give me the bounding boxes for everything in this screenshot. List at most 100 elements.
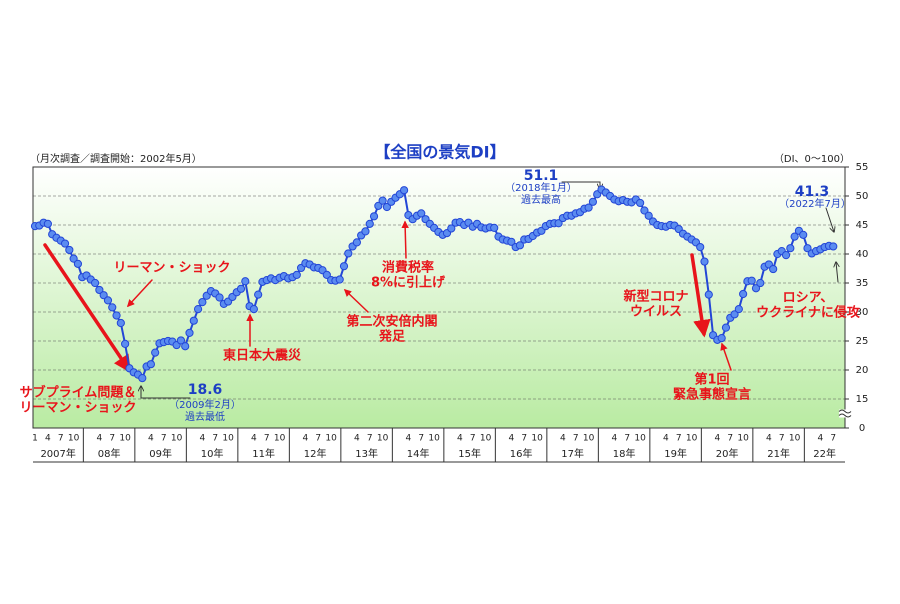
data-point [95,285,104,295]
data-point [69,254,78,263]
data-point [751,284,761,293]
annotation: ウイルス [630,305,682,320]
annotation: （2018年1月） [505,181,577,194]
x-tick-label: 10 [789,434,801,444]
arrow [43,243,131,373]
x-tick-label: 4 [457,434,463,444]
year-label: 11年 [252,447,275,460]
data-point [90,278,100,288]
x-tick-label: 7 [830,434,836,444]
annotation: 過去最低 [185,410,225,423]
data-point [181,342,190,351]
x-tick-label: 4 [354,434,360,444]
x-tick-label: 7 [58,434,64,444]
annotation: ウクライナに侵攻 [756,305,861,321]
x-tick-label: 4 [200,434,206,444]
data-point [799,230,808,239]
data-point [747,276,756,285]
x-tick-label: 4 [97,434,103,444]
year-label: 19年 [664,447,687,460]
data-point [112,311,121,320]
data-point [185,328,194,337]
x-tick-label: 10 [377,434,389,444]
chart-title: 【全国の景気DI】 [374,143,505,162]
data-point [756,278,765,288]
series [30,185,838,383]
annotation: 過去最高 [521,193,561,206]
x-tick-label: 10 [428,434,440,444]
data-point [734,305,743,314]
annotation: 8%に引上げ [371,275,446,291]
x-tick-label: 4 [818,434,824,444]
x-tick-label: 4 [612,434,618,444]
annotation: 発足 [378,329,406,345]
data-point [829,242,838,251]
y-tick-label: 35 [856,278,869,289]
data-point [739,289,748,299]
data-point [138,374,147,383]
data-point [730,310,739,319]
data-point [193,305,203,314]
x-tick-label: 4 [509,434,515,444]
y-tick-label: 55 [856,162,869,173]
year-label: 12年 [304,447,327,460]
data-point [781,251,791,260]
data-point [696,242,705,252]
year-label: 15年 [458,447,481,460]
data-point [790,232,799,241]
value-label: 51.1 [524,168,559,184]
x-tick-label: 7 [264,434,270,444]
y-tick-label: 40 [856,249,869,260]
plot-border [32,166,846,429]
data-point [721,323,731,332]
y-tick-label: 0 [859,423,865,434]
x-tick-label: 10 [274,434,286,444]
data-point [65,245,74,255]
x-tick-label: 7 [521,434,527,444]
data-point [704,290,713,299]
data-point [369,212,379,221]
data-point [515,241,525,250]
data-point [60,239,70,248]
y-tick-label: 25 [856,336,869,347]
x-tick-label: 7 [470,434,476,444]
value-label: 41.3 [795,184,830,200]
annotation: 緊急事態宣言 [673,387,751,403]
x-tick-label: 10 [222,434,234,444]
data-point [116,318,125,328]
annotation: サブプライム問題＆ [20,385,137,401]
x-tick-label: 7 [418,434,424,444]
x-tick-label: 10 [737,434,749,444]
grid [32,166,852,463]
data-point [215,293,224,302]
annotation: 第二次安倍内閣 [346,314,437,330]
x-tick-label: 10 [68,434,80,444]
arrow [690,253,711,338]
data-point [189,316,198,325]
x-tick-label: 10 [686,434,698,444]
data-point [146,360,155,369]
arrow [343,288,369,313]
year-label: 17年 [561,447,584,460]
x-tick-label: 10 [634,434,646,444]
x-tick-label: 7 [573,434,579,444]
x-tick-label: 10 [325,434,337,444]
data-point [640,206,649,215]
arrow [401,220,409,259]
data-point [417,209,426,218]
x-tick-label: 7 [161,434,167,444]
x-tick-label: 4 [766,434,772,444]
x-tick-label: 1 [32,434,38,444]
data-point [584,203,593,212]
x-tick-label: 4 [45,434,51,444]
data-point [241,277,250,286]
annotation: 新型コロナ [623,289,688,305]
year-label: 13年 [355,447,378,460]
y-tick-label: 30 [856,307,869,318]
x-tick-label: 7 [624,434,630,444]
data-point [43,219,52,228]
y-tick-label: 50 [856,191,869,202]
subtitle: （月次調査／調査開始：2002年5月） [30,152,202,165]
